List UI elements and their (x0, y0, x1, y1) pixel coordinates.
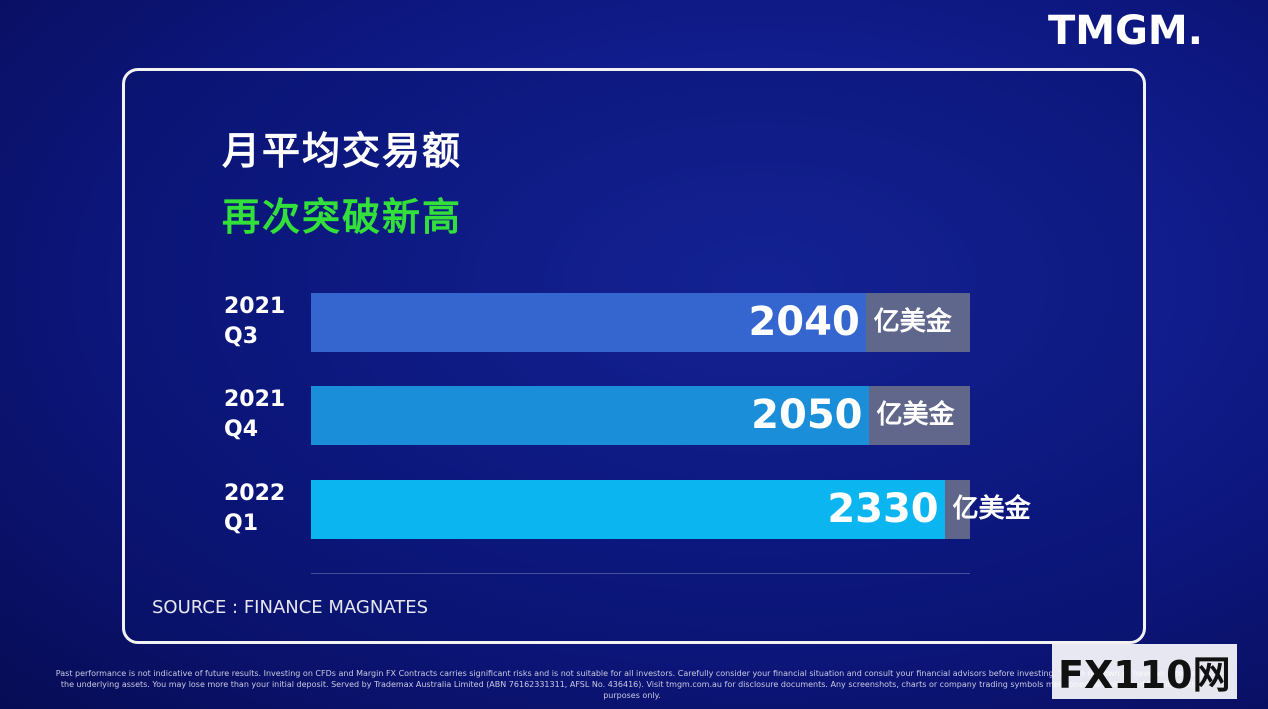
unit-label: 亿美金 (952, 494, 1031, 524)
unit-label: 亿美金 (873, 307, 952, 337)
value-label: 2050 (751, 392, 863, 438)
chart-title: 月平均交易额 (222, 129, 463, 173)
category-label: 2022 Q1 (224, 481, 286, 536)
bar (311, 386, 869, 445)
value-label: 2040 (748, 299, 860, 345)
chart-subtitle: 再次突破新高 (222, 195, 463, 239)
value-label: 2330 (827, 486, 939, 532)
category-label: 2021 Q4 (224, 387, 286, 442)
baseline (311, 573, 970, 574)
source: SOURCE : FINANCE MAGNATES (152, 597, 429, 618)
category-label: 2021 Q3 (224, 294, 286, 349)
disclaimer: Past performance is not indicative of fu… (55, 669, 1209, 700)
brand-logo: TMGM. (1048, 8, 1203, 54)
unit-label: 亿美金 (876, 400, 955, 430)
watermark: FX110网 (1052, 644, 1237, 699)
bar (311, 293, 866, 352)
bar (311, 480, 945, 539)
panel (122, 68, 1146, 644)
